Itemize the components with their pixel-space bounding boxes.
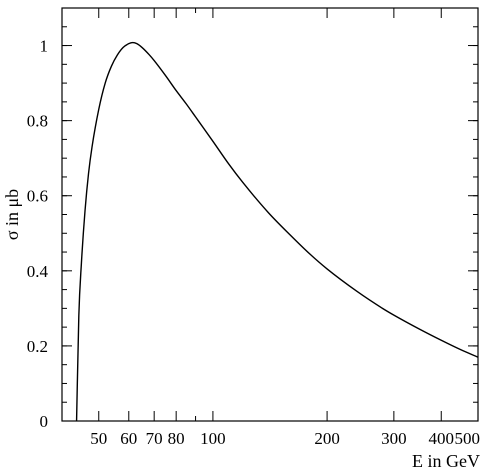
y-tick-label: 0.2	[27, 337, 48, 356]
y-tick-label: 1	[40, 37, 49, 56]
x-tick-label: 70	[146, 429, 163, 448]
x-tick-label: 50	[90, 429, 107, 448]
tick-labels: 0 0.2 0.4 0.6 0.8 1 50 60 70 80 100 200 300 400 500	[27, 37, 480, 448]
x-tick-label: 200	[314, 429, 340, 448]
y-tick-label: 0.6	[27, 187, 48, 206]
x-tick-label: 80	[168, 429, 185, 448]
y-tick-label: 0.8	[27, 112, 48, 131]
x-tick-label: 60	[120, 429, 137, 448]
y-tick-label: 0.4	[27, 262, 49, 281]
x-axis-label: E in GeV	[412, 451, 480, 471]
x-tick-label: 500	[455, 429, 481, 448]
y-axis-label: σ in μb	[2, 189, 22, 240]
y-tick-label: 0	[40, 412, 49, 431]
x-tick-label: 300	[381, 429, 407, 448]
x-tick-label: 100	[200, 429, 226, 448]
plot-frame	[61, 7, 479, 422]
x-tick-label: 400	[428, 429, 454, 448]
cross-section-curve	[75, 41, 479, 422]
